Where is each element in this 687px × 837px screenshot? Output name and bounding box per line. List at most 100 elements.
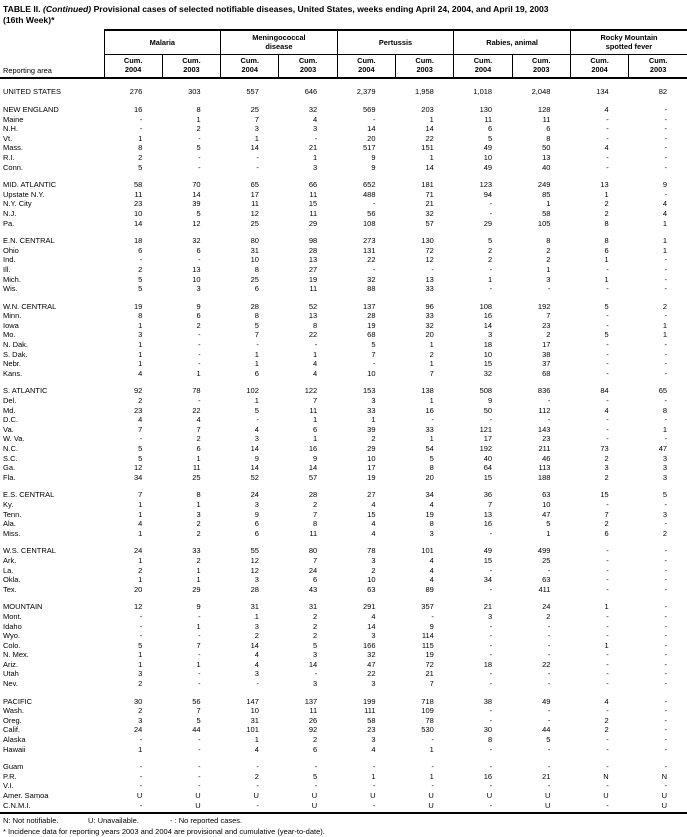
data-cell: - xyxy=(664,124,668,134)
data-cell: 836 xyxy=(537,386,551,396)
data-cell: 3 xyxy=(546,274,551,284)
data-cell: 6 xyxy=(254,519,259,529)
data-cell: 47 xyxy=(367,659,376,669)
data-cell: 1 xyxy=(138,744,143,754)
data-cell: 10 xyxy=(250,706,259,716)
table-row: Colo. 5 7 14 5 166 115 - - 1 - xyxy=(0,641,687,651)
data-cell: 64 xyxy=(483,463,493,473)
data-cell: 2 xyxy=(138,565,143,575)
data-cell: 11 xyxy=(309,405,318,415)
data-cell: 22 xyxy=(425,133,434,143)
row-label: W.N. CENTRAL xyxy=(3,301,57,311)
data-cell: 2 xyxy=(196,434,201,444)
data-cell: - xyxy=(547,744,551,754)
data-cell: 2 xyxy=(138,679,143,689)
data-cell: 7 xyxy=(429,679,434,689)
data-cell: - xyxy=(489,565,493,575)
data-cell: 105 xyxy=(537,218,551,228)
data-cell: - xyxy=(664,274,668,284)
data-cell: - xyxy=(606,706,609,716)
data-cell: - xyxy=(256,162,259,172)
data-cell: 2 xyxy=(604,725,609,735)
data-cell: 14 xyxy=(133,218,143,228)
data-cell: 2 xyxy=(546,245,551,255)
table-row: Conn. 5 - - 3 9 14 49 40 - - xyxy=(0,163,687,173)
data-cell: - xyxy=(314,781,318,791)
data-cell: 108 xyxy=(479,301,493,311)
data-cell: 65 xyxy=(250,180,259,190)
data-cell: - xyxy=(489,640,493,650)
data-cell: 2 xyxy=(138,264,143,274)
data-cell: 85 xyxy=(542,189,551,199)
row-label: N.H. xyxy=(3,124,18,134)
data-cell: - xyxy=(256,152,259,162)
data-cell: 5 xyxy=(313,640,318,650)
data-cell: 11 xyxy=(309,706,318,716)
data-cell: 12 xyxy=(192,218,201,228)
table-row: Pa. 14 12 25 29 108 57 29 105 8 1 xyxy=(0,219,687,229)
row-label: Minn. xyxy=(3,311,22,321)
data-cell: - xyxy=(606,735,609,745)
data-cell: 9 xyxy=(254,509,259,519)
data-cell: - xyxy=(547,715,551,725)
data-cell: 38 xyxy=(542,349,551,359)
data-cell: 17 xyxy=(483,434,493,444)
data-cell: - xyxy=(547,762,551,772)
row-label: E.N. CENTRAL xyxy=(3,236,55,246)
data-cell: 12 xyxy=(250,208,259,218)
data-cell: 3 xyxy=(371,735,376,745)
data-cell: 66 xyxy=(308,180,318,190)
data-cell: - xyxy=(198,340,201,350)
data-cell: 6 xyxy=(254,368,259,378)
data-cell: 3 xyxy=(138,669,143,679)
data-cell: 2 xyxy=(662,301,668,311)
data-cell: 32 xyxy=(367,650,376,660)
data-cell: 122 xyxy=(304,386,318,396)
data-cell: 20 xyxy=(425,472,434,482)
data-cell: - xyxy=(489,679,493,689)
data-cell: 44 xyxy=(192,725,201,735)
row-label: Ind. xyxy=(3,255,16,265)
data-cell: 1 xyxy=(429,396,434,406)
data-cell: - xyxy=(314,669,318,679)
data-cell: 21 xyxy=(425,669,434,679)
data-cell: 1 xyxy=(313,434,318,444)
table-row: MID. ATLANTIC 58 70 65 66 652 181 123 249 13 9 xyxy=(0,172,687,190)
data-cell: 411 xyxy=(538,584,551,594)
data-cell: - xyxy=(664,575,668,585)
data-cell: 7 xyxy=(487,499,493,509)
data-cell: 8 xyxy=(254,264,259,274)
data-cell: - xyxy=(664,519,668,529)
data-cell: 4 xyxy=(371,744,376,754)
row-label: P.R. xyxy=(3,771,17,781)
row-label: Pa. xyxy=(3,218,15,228)
data-cell: - xyxy=(489,528,493,538)
data-cell: - xyxy=(664,659,668,669)
data-cell: 8 xyxy=(546,236,551,246)
row-label: MOUNTAIN xyxy=(3,602,43,612)
data-cell: U xyxy=(545,800,551,810)
data-cell: 2 xyxy=(604,472,609,482)
data-cell: 9 xyxy=(371,162,376,172)
data-cell: 1 xyxy=(254,349,259,359)
data-cell: 8 xyxy=(313,519,318,529)
data-cell: 192 xyxy=(479,444,493,453)
data-cell: 5 xyxy=(313,771,318,781)
data-cell: 68 xyxy=(542,368,551,378)
row-label: Colo. xyxy=(3,640,21,650)
data-cell: 14 xyxy=(425,162,434,172)
data-cell: 5 xyxy=(662,490,668,500)
column-subheader: Cum. 2003 xyxy=(395,54,454,80)
data-cell: - xyxy=(606,621,609,631)
data-cell: 30 xyxy=(133,696,143,706)
data-cell: 34 xyxy=(483,575,493,585)
data-cell: 1 xyxy=(662,320,668,330)
data-cell: 2 xyxy=(313,735,318,745)
data-cell: 14 xyxy=(425,124,434,134)
data-cell: 14 xyxy=(250,444,259,453)
data-cell: 8 xyxy=(604,218,609,228)
data-cell: - xyxy=(606,162,609,172)
data-cell: 65 xyxy=(658,386,668,396)
data-cell: 3 xyxy=(487,611,493,621)
data-cell: 46 xyxy=(542,453,551,463)
